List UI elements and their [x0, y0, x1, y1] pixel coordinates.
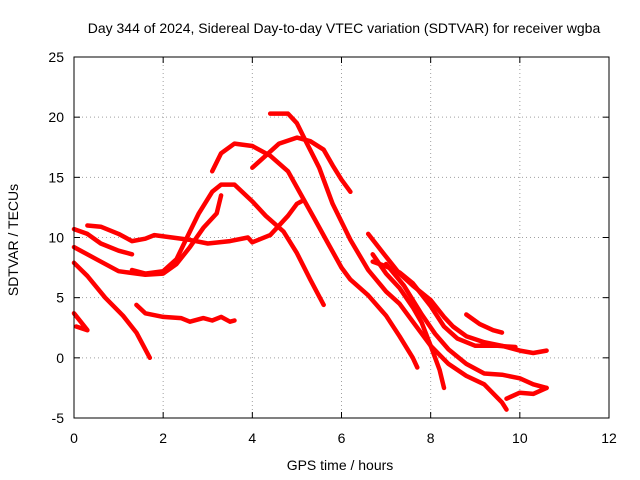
series-arc-14 [383, 261, 549, 391]
series-layer [71, 111, 549, 412]
series-arc-16 [504, 385, 549, 401]
x-tick-label: 12 [601, 430, 617, 446]
series-arc-13 [370, 252, 447, 391]
y-tick-label: 25 [48, 49, 64, 65]
y-tick-label: 10 [48, 230, 64, 246]
series-arc-10 [267, 111, 509, 412]
x-tick-label: 10 [512, 430, 528, 446]
y-tick-label: 0 [56, 350, 64, 366]
series-arc-9 [250, 135, 353, 195]
grid-lines [74, 57, 609, 418]
series-arc-3 [71, 193, 224, 278]
series-arc-6 [134, 302, 237, 324]
x-tick-label: 2 [159, 430, 167, 446]
series-arc-1 [71, 260, 153, 361]
series-arc-8 [209, 141, 420, 370]
y-tick-label: 20 [48, 109, 64, 125]
y-tick-label: 5 [56, 290, 64, 306]
x-tick-label: 4 [248, 430, 256, 446]
series-arc-2 [71, 311, 90, 333]
series-arc-4 [71, 226, 135, 257]
x-axis-label: GPS time / hours [287, 457, 394, 473]
y-axis-label: SDTVAR / TECUs [5, 184, 21, 296]
series-arc-7 [129, 182, 326, 308]
x-tick-label: 8 [427, 430, 435, 446]
x-tick-label: 6 [338, 430, 346, 446]
x-tick-label: 0 [70, 430, 78, 446]
series-arc-15 [464, 312, 505, 335]
y-tick-label: 15 [48, 169, 64, 185]
axes: 0 2 4 6 8 10 12 -5 0 5 10 15 20 25 [48, 49, 617, 446]
chart-title: Day 344 of 2024, Sidereal Day-to-day VTE… [88, 20, 601, 36]
y-tick-label: -5 [52, 410, 65, 426]
